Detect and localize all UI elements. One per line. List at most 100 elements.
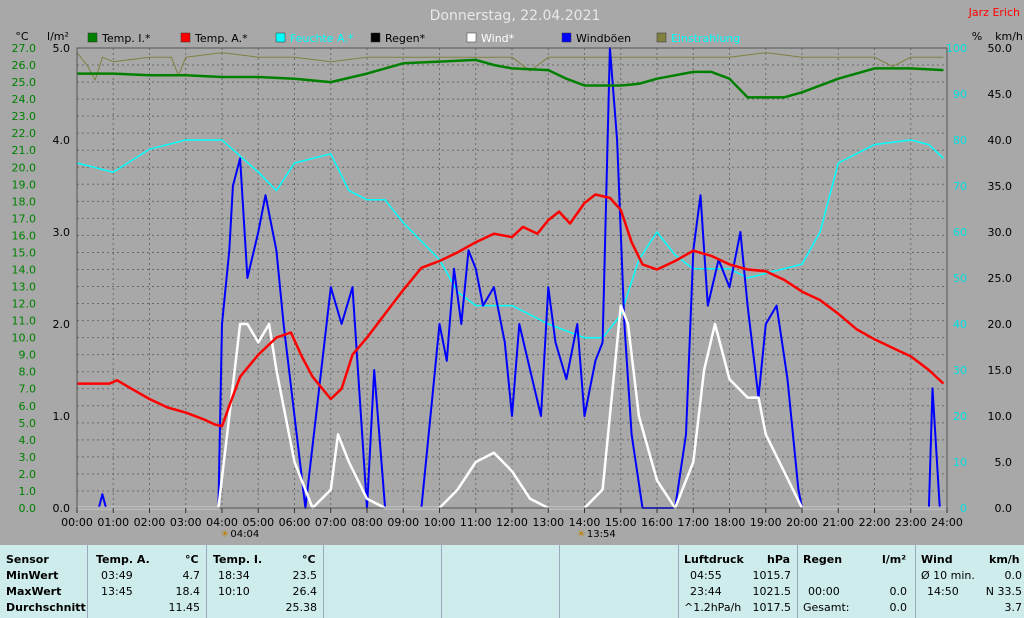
wind-tick-label: 20.0 — [988, 318, 1013, 331]
wind-avg-label: Ø 10 min. — [921, 569, 975, 582]
x-tick-label: 06:00 — [279, 516, 311, 529]
rain-time: 00:00 — [808, 585, 840, 598]
humidity-unit-label: % — [972, 30, 982, 43]
x-tick-label: 24:00 — [931, 516, 963, 529]
temp-tick-label: 10.0 — [12, 332, 37, 345]
temp-tick-label: 16.0 — [12, 229, 37, 242]
statistics-table: Sensor MinWert MaxWert Durchschnitt Temp… — [0, 545, 1024, 618]
x-tick-label: 23:00 — [895, 516, 927, 529]
temp-tick-label: 17.0 — [12, 212, 37, 225]
legend-label: Windböen — [576, 32, 631, 45]
temp-a-min-time: 03:49 — [101, 569, 133, 582]
rain-tick-label: 3.0 — [53, 226, 71, 239]
legend-swatch — [561, 32, 572, 43]
legend-swatch — [466, 32, 477, 43]
rain-tick-label: 5.0 — [53, 42, 71, 55]
rain-tick-label: 2.0 — [53, 318, 71, 331]
temp-tick-label: 6.0 — [19, 400, 37, 413]
temp-a-header: Temp. A. — [96, 553, 150, 566]
wind-header: Wind — [921, 553, 953, 566]
humidity-tick-label: 10 — [953, 456, 967, 469]
wind-tick-label: 35.0 — [988, 180, 1013, 193]
humidity-tick-label: 60 — [953, 226, 967, 239]
sunrise-icon: ☀ — [220, 529, 229, 540]
x-tick-label: 17:00 — [677, 516, 709, 529]
wind-avg-value: 0.0 — [1004, 569, 1023, 582]
pressure-unit: hPa — [767, 553, 791, 566]
x-tick-label: 09:00 — [387, 516, 419, 529]
x-tick-label: 14:00 — [569, 516, 601, 529]
temp-tick-label: 0.0 — [19, 502, 37, 515]
temp-tick-label: 15.0 — [12, 246, 37, 259]
legend-label: Wind* — [481, 32, 515, 45]
temp-i-header: Temp. I. — [213, 553, 263, 566]
wind-unit-label: km/h — [995, 30, 1023, 43]
temp-tick-label: 7.0 — [19, 383, 37, 396]
sunset-icon: ☀ — [577, 529, 586, 540]
x-tick-label: 01:00 — [97, 516, 129, 529]
legend-label: Feuchte A.* — [290, 32, 354, 45]
temp-a-max-value: 18.4 — [175, 585, 201, 598]
rain-tick-label: 4.0 — [53, 134, 71, 147]
temp-tick-label: 22.0 — [12, 127, 37, 140]
temp-tick-label: 12.0 — [12, 298, 37, 311]
wind-max-time: 14:50 — [927, 585, 959, 598]
x-tick-label: 13:00 — [532, 516, 564, 529]
sunset-label: 13:54 — [587, 529, 616, 540]
pressure-max-value: 1021.5 — [752, 585, 792, 598]
x-tick-label: 20:00 — [786, 516, 818, 529]
x-tick-label: 12:00 — [496, 516, 528, 529]
temp-tick-label: 4.0 — [19, 434, 37, 447]
temp-i-min-time: 18:34 — [218, 569, 250, 582]
humidity-tick-label: 90 — [953, 88, 967, 101]
temp-i-min-value: 23.5 — [292, 569, 318, 582]
temp-i-unit: °C — [302, 553, 316, 566]
x-tick-label: 11:00 — [460, 516, 492, 529]
weather-chart: 0.0 1.0 2.0 3.0 4.0 5.0 6.0 7.0 8.0 9.0 10.0 11.0 12… — [12, 6, 1023, 540]
wind-max-value: N 33.5 — [985, 585, 1022, 598]
temp-tick-label: 24.0 — [12, 93, 37, 106]
x-tick-label: 16:00 — [641, 516, 673, 529]
pressure-avg-value: 1017.5 — [752, 601, 792, 614]
wind-tick-label: 25.0 — [988, 272, 1013, 285]
humidity-tick-label: 0 — [960, 502, 967, 515]
temp-tick-label: 23.0 — [12, 110, 37, 123]
humidity-tick-label: 30 — [953, 364, 967, 377]
pressure-trend: ^1.2hPa/h — [684, 601, 742, 614]
rain-value: 0.0 — [889, 585, 908, 598]
series-line-wind — [77, 304, 947, 510]
x-tick-label: 05:00 — [242, 516, 274, 529]
temp-tick-label: 27.0 — [12, 42, 37, 55]
wind-tick-label: 50.0 — [988, 42, 1013, 55]
x-tick-label: 15:00 — [605, 516, 637, 529]
row-label-max: MaxWert — [6, 585, 62, 598]
x-tick-label: 03:00 — [170, 516, 202, 529]
x-tick-label: 21:00 — [822, 516, 854, 529]
temp-tick-label: 14.0 — [12, 263, 37, 276]
temp-tick-label: 3.0 — [19, 451, 37, 464]
wind-tick-label: 0.0 — [995, 502, 1013, 515]
row-label-min: MinWert — [6, 569, 59, 582]
temp-tick-label: 1.0 — [19, 485, 37, 498]
wind-tick-label: 10.0 — [988, 410, 1013, 423]
x-tick-label: 00:00 — [61, 516, 93, 529]
sunrise-label: 04:04 — [230, 529, 259, 540]
row-label-sensor: Sensor — [6, 553, 49, 566]
wind-tick-label: 40.0 — [988, 134, 1013, 147]
series-line-temp-i — [77, 58, 944, 99]
rain-unit: l/m² — [882, 553, 907, 566]
temp-a-avg-value: 11.45 — [168, 601, 201, 614]
series-line-windböen — [77, 47, 947, 509]
temp-tick-label: 26.0 — [12, 59, 37, 72]
pressure-header: Luftdruck — [684, 553, 744, 566]
temp-unit-label: °C — [15, 30, 29, 43]
wind-tick-label: 15.0 — [988, 364, 1013, 377]
x-tick-label: 02:00 — [134, 516, 166, 529]
row-label-avg: Durchschnitt — [6, 601, 86, 614]
temp-tick-label: 19.0 — [12, 178, 37, 191]
series-line-einstrahlung — [76, 52, 944, 81]
rain-tick-label: 1.0 — [53, 410, 71, 423]
temp-tick-label: 5.0 — [19, 417, 37, 430]
legend-swatch — [370, 32, 381, 43]
temp-tick-label: 18.0 — [12, 195, 37, 208]
